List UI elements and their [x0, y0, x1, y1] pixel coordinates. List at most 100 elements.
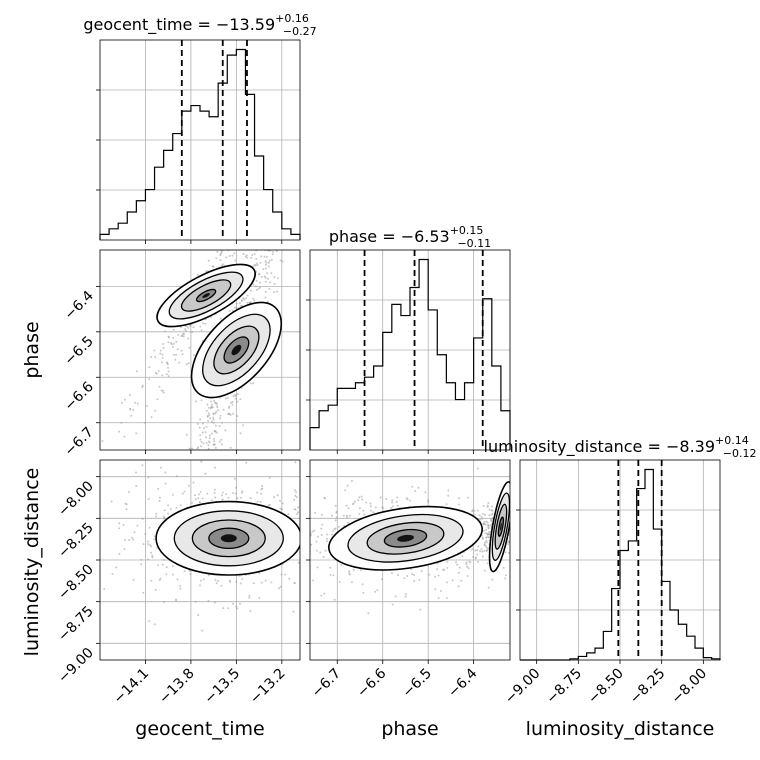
scatter-point — [167, 375, 170, 377]
scatter-point — [278, 499, 281, 502]
scatter-point — [239, 602, 242, 605]
hist-line-geocent_time — [99, 48, 301, 240]
scatter-point — [258, 596, 261, 599]
scatter-point — [148, 378, 151, 380]
scatter-point — [487, 502, 490, 504]
scatter-point — [174, 358, 177, 361]
scatter-point — [248, 594, 251, 597]
scatter-point — [173, 342, 175, 345]
scatter-point — [249, 382, 252, 385]
scatter-point — [294, 494, 297, 497]
scatter-point — [310, 543, 313, 546]
scatter-point — [427, 500, 430, 503]
scatter-point — [167, 504, 169, 507]
scatter-point — [361, 498, 364, 501]
contour-pair-geocent_time-phase-mode0-level4 — [231, 344, 242, 356]
scatter-point — [236, 400, 239, 403]
scatter-point — [333, 528, 336, 531]
scatter-point — [245, 297, 248, 300]
scatter-point — [369, 505, 372, 508]
scatter-point — [180, 326, 182, 329]
scatter-point — [238, 302, 241, 305]
scatter-point — [330, 533, 333, 536]
scatter-point — [140, 558, 143, 561]
scatter-point — [361, 583, 364, 586]
xlabel-geocent-time: geocent_time — [135, 718, 264, 740]
scatter-point — [260, 275, 263, 278]
scatter-point — [147, 558, 150, 561]
scatter-point — [215, 402, 218, 405]
scatter-point — [478, 514, 481, 517]
scatter-point — [148, 366, 151, 369]
scatter-point — [473, 513, 476, 516]
scatter-point — [296, 513, 299, 515]
scatter-point — [287, 513, 290, 516]
scatter-point — [263, 255, 266, 258]
scatter-point — [390, 506, 393, 509]
scatter-point — [183, 490, 186, 493]
panel-content-pair-geocent_time-luminosity_distance — [100, 460, 300, 632]
scatter-point — [156, 398, 159, 401]
contour-pair-phase-luminosity_distance-mode1-level4 — [499, 522, 502, 531]
scatter-point — [340, 564, 343, 566]
panel-content-pair-phase-luminosity_distance — [310, 467, 510, 615]
scatter-point — [199, 445, 202, 448]
scatter-point — [209, 417, 212, 420]
scatter-point — [147, 543, 149, 546]
scatter-point — [181, 353, 184, 356]
scatter-point — [215, 257, 218, 260]
scatter-point — [163, 601, 166, 603]
scatter-point — [241, 424, 244, 427]
scatter-point — [358, 496, 361, 499]
panel-pair-geocent_time-phase: −6.7−6.6−6.5−6.4 — [61, 249, 301, 460]
panel-border-hist-luminosity_distance — [519, 459, 721, 661]
scatter-point — [212, 412, 215, 415]
scatter-point — [350, 480, 353, 482]
scatter-point — [211, 420, 213, 423]
scatter-point — [140, 563, 143, 566]
scatter-point — [228, 405, 231, 408]
scatter-point — [460, 579, 463, 582]
scatter-point — [507, 551, 510, 554]
scatter-point — [187, 337, 190, 340]
scatter-point — [201, 629, 204, 632]
scatter-point — [200, 441, 203, 443]
scatter-point — [246, 294, 249, 297]
scatter-point — [207, 412, 210, 415]
scatter-point — [281, 260, 284, 263]
scatter-point — [491, 512, 494, 515]
scatter-point — [179, 504, 182, 507]
scatter-point — [481, 536, 484, 539]
panel-border-hist-geocent_time — [99, 39, 301, 241]
scatter-point — [324, 549, 327, 552]
scatter-point — [230, 401, 232, 404]
scatter-point — [480, 548, 483, 551]
scatter-point — [487, 536, 490, 539]
scatter-point — [175, 340, 178, 343]
hist-line-luminosity_distance — [520, 468, 721, 661]
scatter-point — [118, 527, 121, 530]
scatter-point — [362, 591, 365, 594]
scatter-point — [135, 432, 138, 435]
scatter-point — [215, 431, 218, 434]
panel-title-geocent-time: geocent_time = −13.59+0.16 −0.27 — [83, 12, 316, 38]
scatter-point — [261, 487, 264, 490]
scatter-point — [215, 410, 218, 413]
scatter-point — [346, 484, 349, 487]
scatter-point — [153, 349, 156, 352]
scatter-point — [158, 496, 161, 499]
scatter-point — [481, 555, 484, 558]
scatter-point — [357, 499, 360, 502]
scatter-point — [242, 297, 245, 300]
scatter-point — [275, 250, 278, 253]
scatter-point — [266, 272, 269, 275]
scatter-point — [195, 400, 197, 403]
scatter-point — [358, 512, 361, 515]
scatter-point — [157, 564, 159, 567]
scatter-point — [234, 397, 237, 400]
scatter-point — [191, 447, 194, 450]
scatter-point — [255, 289, 258, 291]
scatter-point — [374, 506, 377, 509]
scatter-point — [267, 277, 270, 280]
scatter-point — [154, 356, 157, 359]
